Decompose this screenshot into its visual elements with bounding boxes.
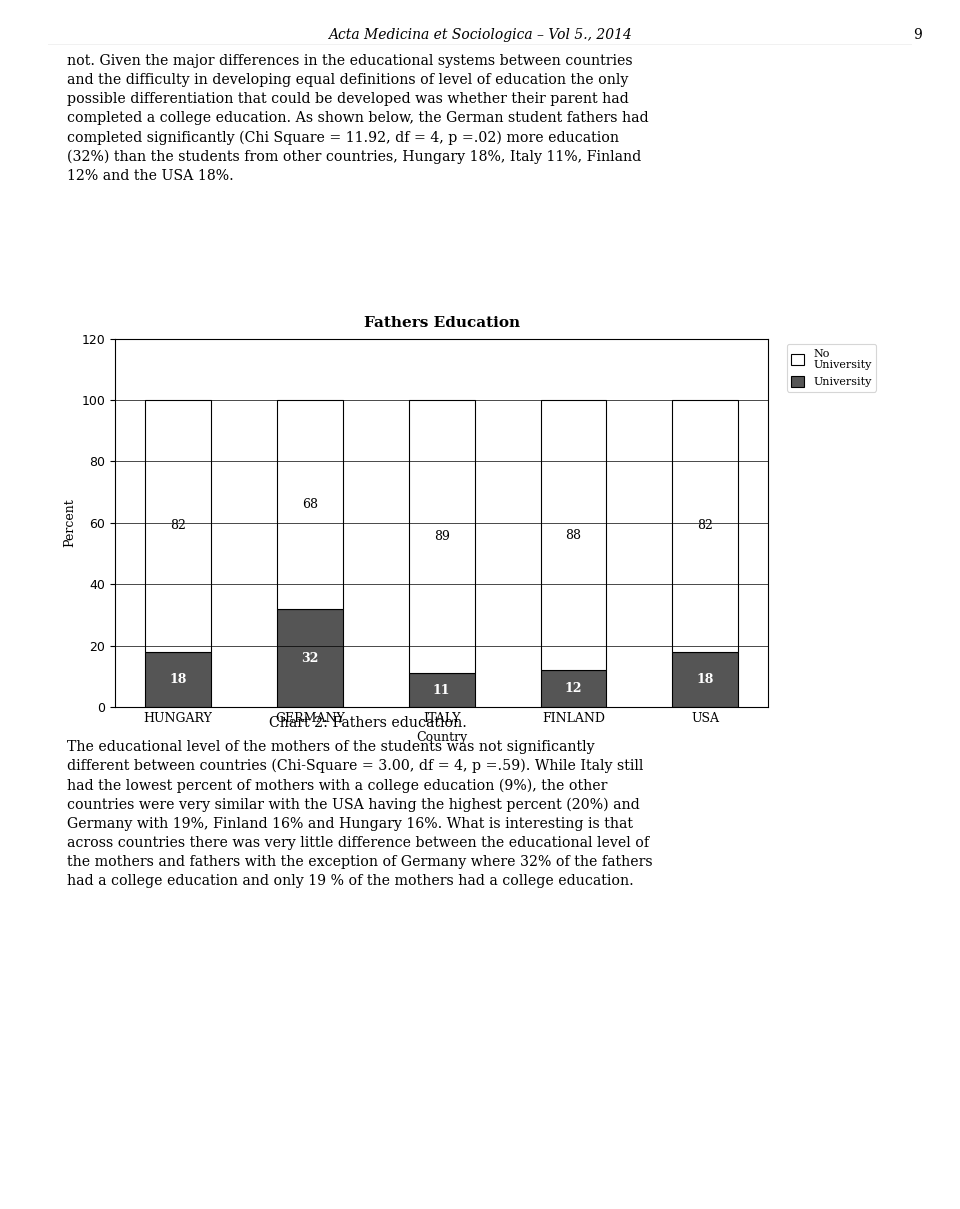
Text: not. Given the major differences in the educational systems between countries
an: not. Given the major differences in the … [67, 54, 649, 184]
Title: Fathers Education: Fathers Education [364, 317, 519, 330]
Text: 32: 32 [301, 652, 319, 665]
Text: Chart 2: Fathers education.: Chart 2: Fathers education. [269, 716, 467, 730]
Bar [672, 652, 738, 707]
Text: The educational level of the mothers of the students was not significantly
diffe: The educational level of the mothers of … [67, 740, 653, 889]
Text: 82: 82 [170, 520, 186, 532]
Bar [409, 673, 474, 707]
Text: 11: 11 [433, 684, 450, 696]
Bar [145, 652, 211, 707]
Text: Acta Medicina et Sociologica – Vol 5., 2014: Acta Medicina et Sociologica – Vol 5., 2… [328, 28, 632, 42]
Legend: No
University, University: No University, University [786, 345, 876, 392]
Bar [276, 400, 343, 609]
X-axis label: Country: Country [416, 730, 468, 744]
Bar [145, 400, 211, 652]
Y-axis label: Percent: Percent [63, 498, 76, 548]
Text: 18: 18 [697, 673, 714, 687]
Text: 88: 88 [565, 528, 582, 542]
Text: 18: 18 [169, 673, 186, 687]
Bar [276, 609, 343, 707]
Bar [540, 670, 607, 707]
Text: 89: 89 [434, 531, 449, 543]
Text: 12: 12 [564, 682, 582, 695]
Text: 68: 68 [301, 498, 318, 511]
Bar [409, 400, 474, 673]
Bar [672, 400, 738, 652]
Bar [540, 400, 607, 670]
Text: 9: 9 [913, 28, 922, 42]
Text: 82: 82 [697, 520, 713, 532]
